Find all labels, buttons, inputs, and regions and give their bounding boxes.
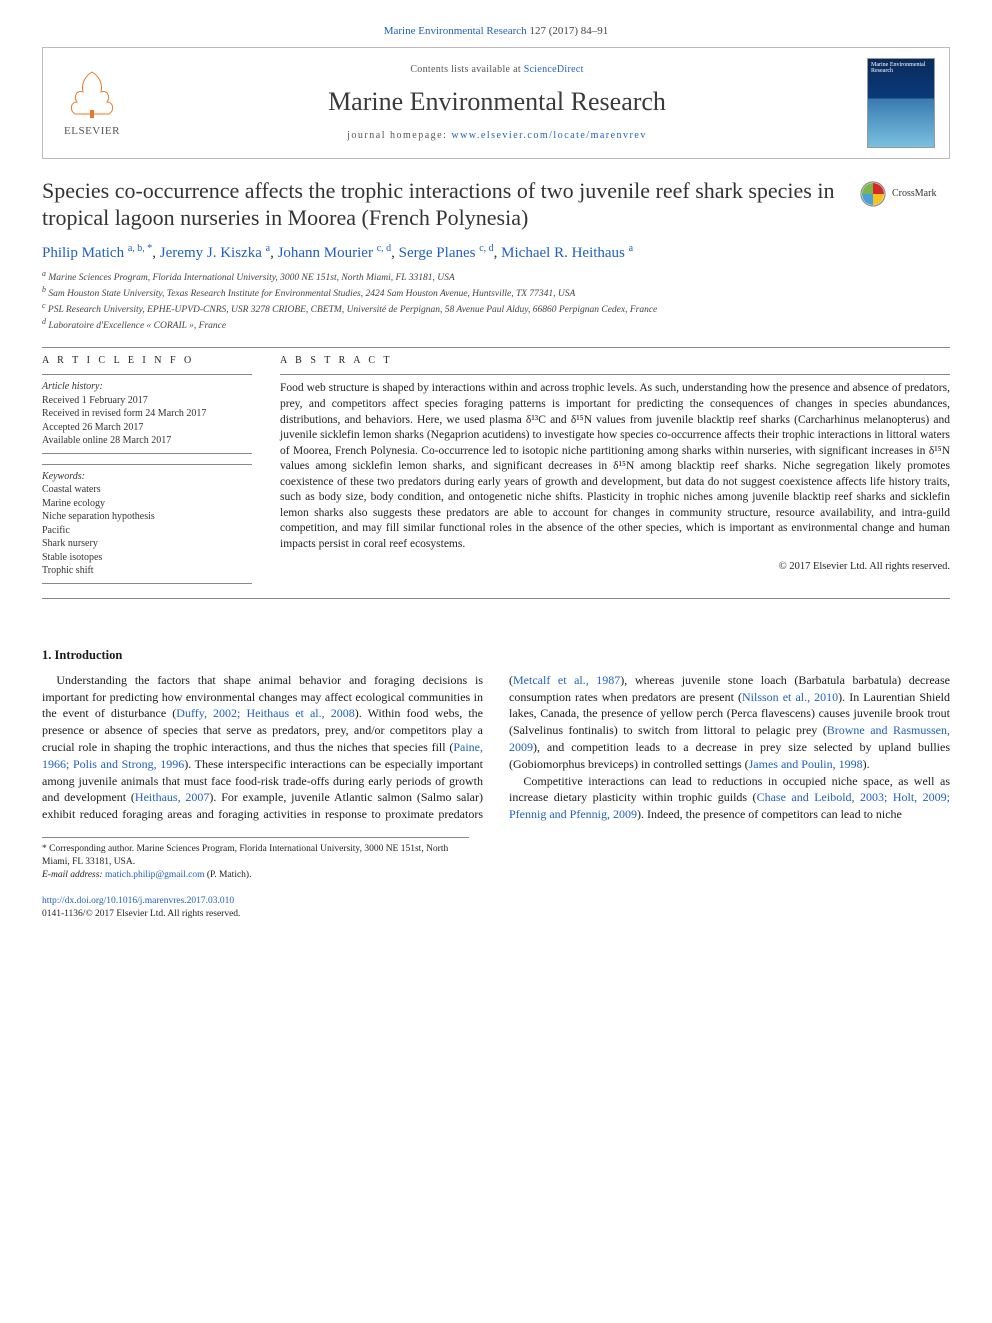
email-suffix: (P. Matich). — [205, 870, 252, 880]
history-revised: Received in revised form 24 March 2017 — [42, 407, 252, 421]
email-label: E-mail address: — [42, 870, 105, 880]
article-info-column: A R T I C L E I N F O Article history: R… — [42, 354, 252, 584]
ref-link[interactable]: Metcalf et al., 1987 — [513, 673, 620, 687]
ref-link[interactable]: James and Poulin, 1998 — [749, 757, 863, 771]
divider — [42, 347, 950, 348]
copyright-line: © 2017 Elsevier Ltd. All rights reserved… — [280, 560, 950, 574]
body-columns: Understanding the factors that shape ani… — [42, 672, 950, 823]
crossmark-icon — [860, 181, 886, 207]
keyword-item: Stable isotopes — [42, 551, 252, 565]
contents-available-line: Contents lists available at ScienceDirec… — [145, 63, 849, 77]
email-link[interactable]: matich.philip@gmail.com — [105, 870, 205, 880]
section-heading: 1. Introduction — [42, 647, 950, 664]
elsevier-logo[interactable]: ELSEVIER — [57, 66, 127, 139]
ref-link[interactable]: Nilsson et al., 2010 — [742, 690, 838, 704]
keyword-item: Pacific — [42, 524, 252, 538]
citation-journal-link[interactable]: Marine Environmental Research — [384, 25, 527, 37]
author-link[interactable]: Johann Mourier — [278, 245, 373, 261]
abstract-text: Food web structure is shaped by interact… — [280, 374, 950, 552]
affiliation-line: b Sam Houston State University, Texas Re… — [42, 285, 950, 301]
issn-copyright: 0141-1136/© 2017 Elsevier Ltd. All right… — [42, 909, 240, 919]
corresponding-author-footnote: * Corresponding author. Marine Sciences … — [42, 837, 469, 881]
author-link[interactable]: Michael R. Heithaus — [501, 245, 625, 261]
abstract-heading: A B S T R A C T — [280, 354, 950, 368]
corr-label: * Corresponding author. — [42, 844, 134, 854]
author-link[interactable]: Serge Planes — [399, 245, 476, 261]
elsevier-tree-icon — [65, 66, 119, 122]
author-aff-sup: a, b, * — [128, 243, 152, 254]
keyword-item: Shark nursery — [42, 537, 252, 551]
author-aff-sup: c, d — [479, 243, 493, 254]
author-aff-sup: a — [266, 243, 270, 254]
keyword-item: Niche separation hypothesis — [42, 510, 252, 524]
divider — [42, 598, 950, 599]
journal-header-box: ELSEVIER Contents lists available at Sci… — [42, 47, 950, 159]
article-info-heading: A R T I C L E I N F O — [42, 354, 252, 368]
author-aff-sup: c, d — [377, 243, 391, 254]
body-paragraph: Competitive interactions can lead to red… — [509, 773, 950, 823]
crossmark-label: CrossMark — [892, 187, 936, 201]
history-online: Available online 28 March 2017 — [42, 434, 252, 448]
history-accepted: Accepted 26 March 2017 — [42, 421, 252, 435]
history-label: Article history: — [42, 380, 252, 394]
journal-homepage-line: journal homepage: www.elsevier.com/locat… — [145, 129, 849, 143]
citation-line: Marine Environmental Research 127 (2017)… — [42, 24, 950, 39]
keyword-item: Marine ecology — [42, 497, 252, 511]
history-received: Received 1 February 2017 — [42, 394, 252, 408]
author-link[interactable]: Jeremy J. Kiszka — [160, 245, 262, 261]
author-aff-sup: a — [629, 243, 633, 254]
doi-link[interactable]: http://dx.doi.org/10.1016/j.marenvres.20… — [42, 896, 234, 906]
keyword-item: Trophic shift — [42, 564, 252, 578]
journal-title: Marine Environmental Research — [145, 84, 849, 119]
abstract-column: A B S T R A C T Food web structure is sh… — [280, 354, 950, 584]
footer-meta: http://dx.doi.org/10.1016/j.marenvres.20… — [42, 895, 950, 921]
journal-cover-thumb: Marine Environmental Research — [867, 58, 935, 148]
affiliation-line: a Marine Sciences Program, Florida Inter… — [42, 269, 950, 285]
author-link[interactable]: Philip Matich — [42, 245, 124, 261]
citation-volpage: 127 (2017) 84–91 — [527, 25, 609, 37]
elsevier-brand-text: ELSEVIER — [64, 124, 120, 139]
keywords-label: Keywords: — [42, 470, 252, 484]
affiliations-block: a Marine Sciences Program, Florida Inter… — [42, 269, 950, 333]
affiliation-line: d Laboratoire d'Excellence « CORAIL », F… — [42, 317, 950, 333]
journal-homepage-link[interactable]: www.elsevier.com/locate/marenvrev — [451, 130, 646, 141]
crossmark-badge[interactable]: CrossMark — [860, 181, 950, 207]
sciencedirect-link[interactable]: ScienceDirect — [524, 64, 584, 75]
affiliation-line: c PSL Research University, EPHE-UPVD-CNR… — [42, 301, 950, 317]
article-title: Species co-occurrence affects the trophi… — [42, 177, 950, 232]
authors-line: Philip Matich a, b, *, Jeremy J. Kiszka … — [42, 242, 950, 263]
ref-link[interactable]: Duffy, 2002; Heithaus et al., 2008 — [176, 706, 354, 720]
ref-link[interactable]: Heithaus, 2007 — [135, 790, 209, 804]
cover-label: Marine Environmental Research — [871, 62, 931, 75]
keyword-item: Coastal waters — [42, 483, 252, 497]
